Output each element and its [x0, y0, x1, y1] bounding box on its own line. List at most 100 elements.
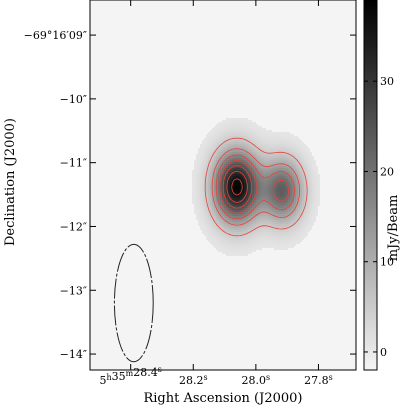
map-pixel — [244, 140, 246, 142]
map-pixel — [264, 212, 266, 214]
map-pixel — [254, 184, 256, 186]
map-pixel — [232, 196, 234, 198]
map-pixel — [256, 124, 258, 126]
map-pixel — [298, 228, 300, 230]
map-pixel — [292, 228, 294, 230]
map-pixel — [246, 176, 248, 178]
map-pixel — [288, 158, 290, 160]
map-pixel — [220, 234, 222, 236]
map-pixel — [306, 162, 308, 164]
map-pixel — [230, 224, 232, 226]
map-pixel — [212, 138, 214, 140]
map-pixel — [294, 232, 296, 234]
map-pixel — [224, 202, 226, 204]
map-pixel — [234, 200, 236, 202]
map-pixel — [248, 140, 250, 142]
map-pixel — [208, 194, 210, 196]
map-pixel — [240, 140, 242, 142]
map-pixel — [202, 232, 204, 234]
map-pixel — [252, 190, 254, 192]
map-pixel — [254, 236, 256, 238]
map-pixel — [198, 172, 200, 174]
map-pixel — [230, 148, 232, 150]
map-pixel — [202, 192, 204, 194]
map-pixel — [276, 186, 278, 188]
map-pixel — [222, 194, 224, 196]
map-pixel — [218, 154, 220, 156]
map-pixel — [232, 128, 234, 130]
map-pixel — [268, 184, 270, 186]
map-pixel — [264, 156, 266, 158]
contour-line — [211, 148, 300, 226]
map-pixel — [298, 142, 300, 144]
map-pixel — [232, 238, 234, 240]
map-pixel — [246, 124, 248, 126]
map-pixel — [230, 152, 232, 154]
map-pixel — [228, 250, 230, 252]
colorbar-band — [364, 292, 377, 294]
map-pixel — [294, 166, 296, 168]
map-pixel — [300, 146, 302, 148]
map-pixel — [232, 130, 234, 132]
map-pixel — [286, 222, 288, 224]
map-pixel — [274, 214, 276, 216]
map-pixel — [306, 166, 308, 168]
map-pixel — [308, 222, 310, 224]
map-pixel — [220, 188, 222, 190]
map-pixel — [214, 186, 216, 188]
map-pixel — [202, 204, 204, 206]
map-pixel — [242, 202, 244, 204]
map-pixel — [202, 170, 204, 172]
map-pixel — [290, 152, 292, 154]
colorbar-band — [364, 174, 377, 176]
map-pixel — [246, 210, 248, 212]
map-pixel — [236, 130, 238, 132]
map-pixel — [248, 120, 250, 122]
map-pixel — [266, 154, 268, 156]
contour-line — [226, 171, 248, 203]
map-pixel — [228, 154, 230, 156]
map-pixel — [260, 234, 262, 236]
map-pixel — [276, 230, 278, 232]
map-pixel — [202, 216, 204, 218]
map-pixel — [202, 190, 204, 192]
map-pixel — [310, 174, 312, 176]
map-pixel — [280, 178, 282, 180]
map-pixel — [254, 242, 256, 244]
colorbar-band — [364, 58, 377, 60]
map-pixel — [224, 242, 226, 244]
map-pixel — [212, 214, 214, 216]
map-pixel — [278, 196, 280, 198]
colorbar-band — [364, 286, 377, 288]
map-pixel — [300, 166, 302, 168]
map-pixel — [278, 234, 280, 236]
map-pixel — [262, 162, 264, 164]
map-pixel — [268, 132, 270, 134]
map-pixel — [264, 228, 266, 230]
map-pixel — [274, 156, 276, 158]
map-pixel — [298, 236, 300, 238]
map-pixel — [256, 218, 258, 220]
colorbar-band — [364, 156, 377, 158]
map-pixel — [274, 138, 276, 140]
map-pixel — [240, 198, 242, 200]
map-pixel — [252, 144, 254, 146]
map-pixel — [232, 152, 234, 154]
map-pixel — [308, 204, 310, 206]
map-pixel — [288, 242, 290, 244]
map-pixel — [256, 226, 258, 228]
map-pixel — [262, 132, 264, 134]
map-pixel — [252, 244, 254, 246]
map-pixel — [214, 230, 216, 232]
colorbar-band — [364, 240, 377, 242]
colorbar-band — [364, 258, 377, 260]
map-pixel — [230, 180, 232, 182]
map-pixel — [206, 190, 208, 192]
map-pixel — [316, 212, 318, 214]
map-pixel — [234, 222, 236, 224]
map-pixel — [284, 232, 286, 234]
map-pixel — [288, 188, 290, 190]
map-pixel — [264, 182, 266, 184]
map-pixel — [238, 138, 240, 140]
map-pixel — [212, 224, 214, 226]
